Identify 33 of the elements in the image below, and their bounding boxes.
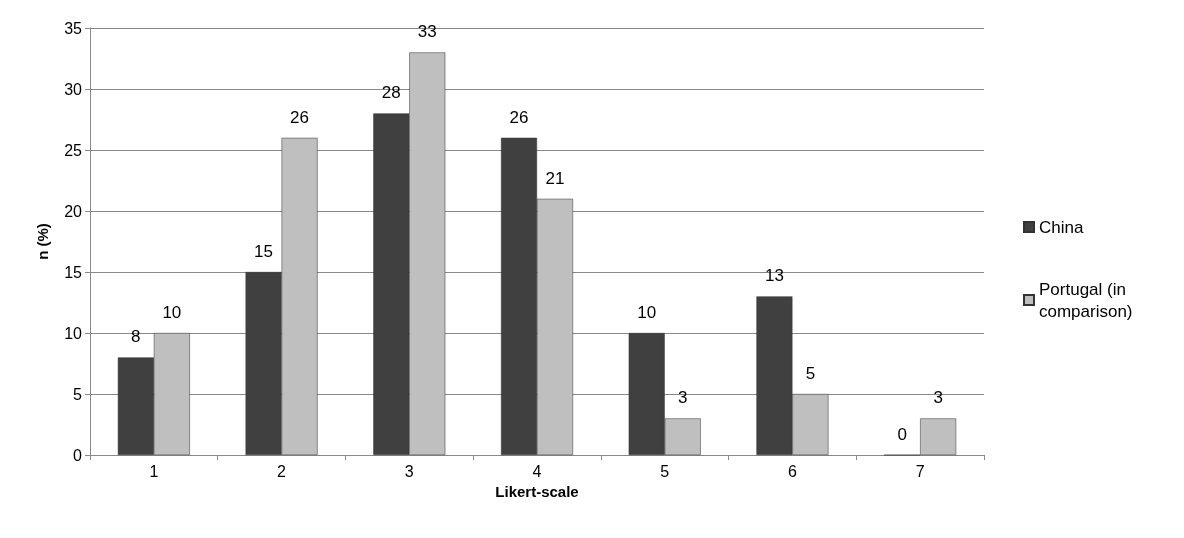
x-tick-label: 1	[149, 462, 159, 480]
data-label: 33	[417, 22, 437, 42]
data-label: 5	[805, 364, 816, 383]
y-axis-title: n (%)	[34, 223, 51, 260]
legend-label: Portugal (in comparison)	[1039, 279, 1133, 321]
legend-label: China	[1039, 217, 1084, 237]
x-tick-label: 5	[660, 462, 670, 480]
data-label: 3	[933, 388, 943, 408]
data-label: 26	[509, 107, 529, 127]
data-label: 3	[677, 388, 688, 408]
x-tick-label: 4	[532, 462, 542, 480]
y-tick-label: 30	[64, 80, 83, 98]
data-label: 8	[131, 327, 141, 347]
y-tick-label: 20	[64, 202, 83, 220]
data-label: 26	[290, 107, 310, 127]
x-tick-label: 3	[404, 462, 414, 480]
x-tick-label: 7	[915, 462, 925, 480]
y-tick-label: 10	[64, 324, 83, 342]
y-tick-label: 25	[64, 141, 83, 159]
data-label: 10	[162, 303, 182, 322]
data-label: 15	[254, 242, 274, 261]
y-tick-label: 35	[64, 19, 83, 37]
data-label: 28	[381, 83, 401, 103]
data-label: 0	[897, 424, 907, 444]
x-axis-title: Likert-scale	[495, 482, 579, 500]
data-label: 13	[764, 266, 784, 286]
data-label: 10	[637, 303, 657, 322]
y-tick-label: 0	[73, 446, 83, 464]
y-tick-label: 5	[73, 385, 83, 403]
data-label: 21	[545, 168, 565, 188]
x-tick-label: 6	[787, 462, 797, 480]
x-tick-label: 2	[277, 462, 287, 480]
y-tick-label: 15	[64, 263, 83, 281]
